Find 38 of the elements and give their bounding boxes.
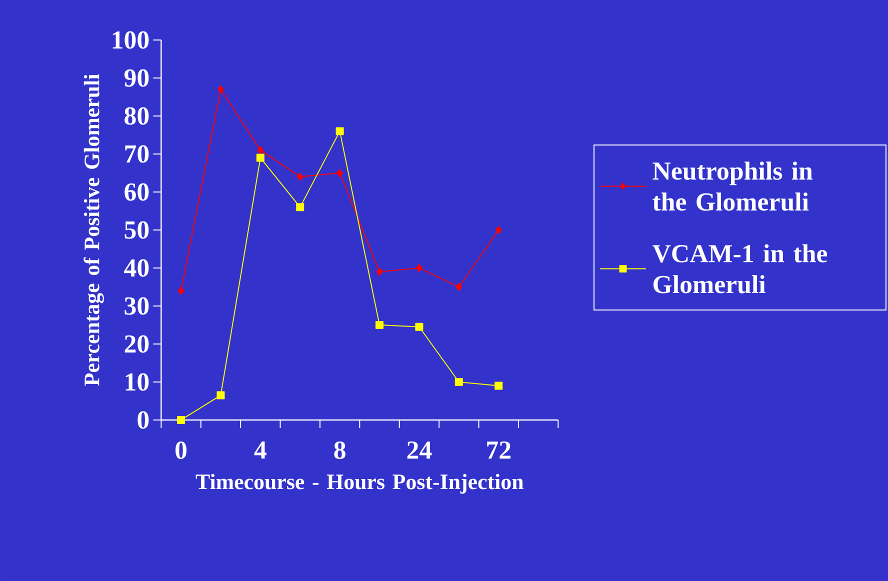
point (416, 264, 422, 272)
point (296, 172, 304, 181)
y-tick-label: 90 (124, 69, 149, 87)
point (494, 382, 503, 390)
y-tick-label: 100 (112, 31, 149, 49)
point (336, 127, 344, 136)
x-tick-label: 24 (407, 442, 432, 459)
y-tick-label: 60 (124, 183, 149, 201)
x-tick-label: 8 (334, 441, 346, 459)
point (296, 203, 304, 212)
y-axis-title: Percentage of Positive Glomeruli (84, 74, 104, 386)
y-tick-label: 0 (138, 411, 149, 429)
x-axis-title: Timecourse - Hours Post-Injection (196, 474, 524, 494)
point (336, 168, 343, 177)
x-tick-label: 0 (176, 441, 186, 459)
legend-label: VCAM-1 in the Glomeruli (652, 244, 828, 294)
y-tick-label: 80 (124, 107, 149, 125)
point (216, 391, 225, 400)
x-tick-label: 4 (254, 442, 266, 459)
point (376, 320, 384, 329)
point (456, 282, 462, 291)
point (177, 416, 186, 424)
point (178, 286, 184, 295)
point (376, 268, 383, 276)
y-tick-label: 40 (124, 259, 149, 277)
y-tick-label: 20 (124, 335, 149, 353)
point (257, 146, 264, 154)
point (256, 154, 264, 162)
y-tick-label: 30 (124, 297, 149, 315)
point (218, 85, 224, 94)
legend-label: Neutrophils in the Glomeruli (652, 162, 813, 211)
y-tick-label: 10 (126, 373, 149, 391)
y-tick-label: 70 (125, 145, 149, 163)
y-tick-label: 50 (124, 221, 149, 239)
x-tick-label: 72 (487, 442, 510, 459)
point (495, 226, 502, 234)
point (454, 378, 463, 386)
point (415, 322, 424, 331)
